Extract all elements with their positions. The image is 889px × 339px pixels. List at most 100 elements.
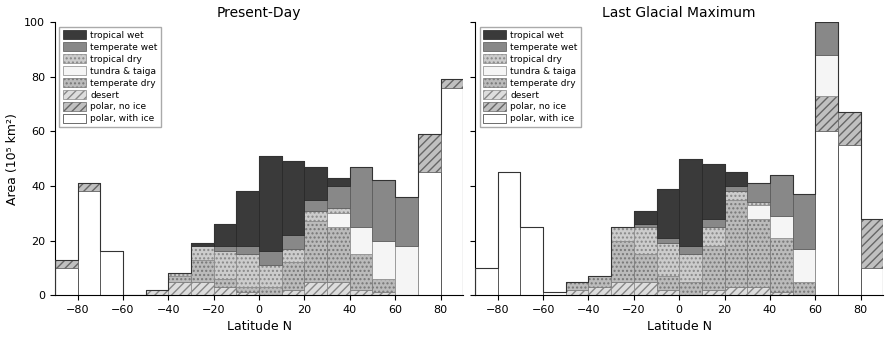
Bar: [418, 134, 441, 172]
Bar: [396, 197, 418, 246]
Bar: [702, 290, 725, 295]
Bar: [770, 238, 793, 293]
Bar: [657, 238, 679, 243]
Bar: [304, 167, 327, 200]
Bar: [282, 235, 304, 249]
Bar: [327, 281, 349, 295]
Bar: [815, 22, 838, 55]
Bar: [679, 281, 702, 295]
Bar: [191, 243, 213, 246]
Bar: [372, 279, 396, 293]
Bar: [520, 227, 543, 295]
Title: Present-Day: Present-Day: [217, 5, 301, 20]
Bar: [55, 268, 77, 295]
Bar: [770, 175, 793, 216]
Bar: [349, 290, 372, 295]
Bar: [304, 221, 327, 281]
Bar: [168, 276, 191, 281]
Bar: [702, 246, 725, 290]
Bar: [725, 200, 748, 287]
Bar: [55, 260, 77, 268]
Bar: [282, 249, 304, 262]
Bar: [611, 241, 634, 281]
Bar: [838, 145, 861, 295]
Bar: [236, 246, 259, 254]
Bar: [213, 246, 236, 252]
Bar: [236, 254, 259, 287]
Bar: [793, 281, 815, 295]
Bar: [327, 208, 349, 213]
Legend: tropical wet, temperate wet, tropical dry, tundra & taiga, temperate dry, desert: tropical wet, temperate wet, tropical dr…: [60, 27, 161, 127]
Bar: [327, 186, 349, 208]
Bar: [748, 205, 770, 219]
Bar: [634, 281, 657, 295]
Bar: [861, 219, 884, 268]
Bar: [191, 246, 213, 260]
Bar: [349, 167, 372, 227]
Y-axis label: Area (10⁵ km²): Area (10⁵ km²): [5, 113, 19, 204]
Bar: [702, 219, 725, 227]
Bar: [77, 183, 100, 192]
Bar: [702, 227, 725, 246]
Bar: [304, 200, 327, 211]
Bar: [725, 192, 748, 200]
Bar: [168, 273, 191, 276]
Bar: [282, 161, 304, 235]
Bar: [611, 227, 634, 241]
Bar: [100, 252, 123, 295]
Bar: [657, 243, 679, 276]
Bar: [815, 131, 838, 295]
Bar: [327, 213, 349, 227]
Bar: [565, 281, 589, 290]
Bar: [589, 287, 611, 295]
Bar: [725, 186, 748, 192]
Bar: [838, 112, 861, 145]
Bar: [213, 252, 236, 279]
Bar: [349, 227, 372, 254]
Bar: [634, 227, 657, 254]
Bar: [168, 281, 191, 295]
Bar: [77, 192, 100, 295]
Bar: [327, 178, 349, 186]
Bar: [259, 252, 282, 265]
Bar: [793, 249, 815, 281]
Bar: [282, 290, 304, 295]
Bar: [770, 293, 793, 295]
Bar: [213, 287, 236, 295]
Bar: [543, 293, 565, 295]
Bar: [748, 183, 770, 202]
Bar: [565, 290, 589, 295]
Bar: [259, 287, 282, 295]
Bar: [146, 290, 168, 295]
Bar: [372, 180, 396, 241]
Bar: [634, 224, 657, 227]
Bar: [725, 172, 748, 186]
Bar: [236, 287, 259, 293]
Bar: [793, 194, 815, 249]
Bar: [589, 276, 611, 287]
Bar: [475, 268, 498, 295]
X-axis label: Latitude N: Latitude N: [646, 320, 712, 334]
Bar: [304, 281, 327, 295]
Bar: [191, 281, 213, 295]
Bar: [634, 211, 657, 224]
Bar: [611, 281, 634, 295]
Bar: [372, 293, 396, 295]
Title: Last Glacial Maximum: Last Glacial Maximum: [603, 5, 756, 20]
Bar: [702, 164, 725, 219]
Bar: [657, 290, 679, 295]
Bar: [657, 276, 679, 290]
Bar: [213, 279, 236, 287]
Bar: [441, 79, 463, 88]
Legend: tropical wet, temperate wet, tropical dry, tundra & taiga, temperate dry, desert: tropical wet, temperate wet, tropical dr…: [479, 27, 581, 127]
Bar: [259, 156, 282, 252]
Bar: [657, 189, 679, 238]
Bar: [396, 246, 418, 295]
Bar: [327, 227, 349, 281]
Bar: [418, 172, 441, 295]
Bar: [349, 254, 372, 290]
Bar: [679, 159, 702, 246]
Bar: [679, 254, 702, 281]
Bar: [282, 262, 304, 290]
Bar: [770, 216, 793, 238]
